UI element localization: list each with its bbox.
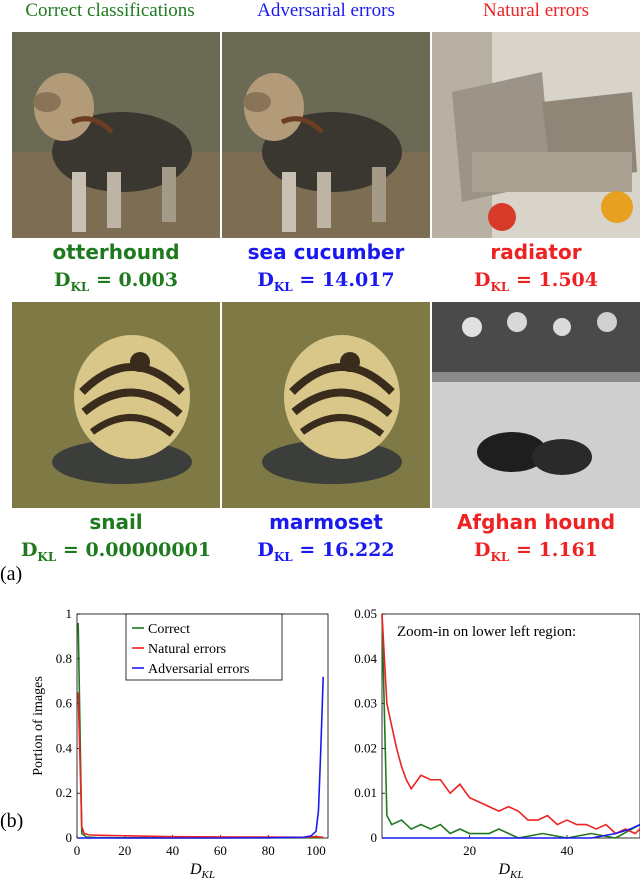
chart-1-ytick-label: 0.2 bbox=[56, 785, 72, 800]
snail-image-adversarial bbox=[222, 302, 430, 508]
chart-2-series-natural-errors bbox=[381, 613, 640, 835]
header-correct: Correct classifications bbox=[25, 0, 195, 21]
chart-1-ytick-label: 1 bbox=[66, 606, 73, 621]
chart-1-ytick-label: 0.8 bbox=[56, 651, 72, 666]
roosters-image-natural bbox=[432, 302, 640, 508]
chart-2-annotation: Zoom-in on lower left region: bbox=[397, 624, 576, 640]
legend-label: Natural errors bbox=[148, 642, 226, 657]
dkl-adversarial-2: DKL = 16.222 bbox=[257, 539, 395, 564]
chart-1-xtick-label: 0 bbox=[74, 843, 81, 858]
header-adversarial: Adversarial errors bbox=[257, 0, 395, 21]
chart-1-xtick-label: 20 bbox=[118, 843, 131, 858]
panel-label-b: (b) bbox=[0, 810, 24, 832]
snail-image-correct bbox=[12, 302, 220, 508]
label-correct-1: otterhound bbox=[52, 240, 180, 264]
chart-1-xtick-label: 40 bbox=[166, 843, 179, 858]
distribution-charts: 0 20 40 60 80 100 0 0.2 0.4 0.6 0.8 1 DKL 20 40 0 0.01 0.… bbox=[31, 606, 640, 880]
toy-plane-image-natural bbox=[432, 32, 640, 238]
legend-label: Correct bbox=[148, 622, 190, 637]
legend-label: Adversarial errors bbox=[148, 662, 249, 677]
chart-1-ylabel: Portion of images bbox=[31, 676, 46, 776]
chart-2-ytick-label: 0.04 bbox=[354, 651, 377, 666]
chart-1-xtick-label: 100 bbox=[306, 843, 326, 858]
dkl-correct-1: DKL = 0.003 bbox=[53, 269, 178, 294]
chart-1-ytick-label: 0.4 bbox=[56, 740, 73, 755]
label-adversarial-1: sea cucumber bbox=[247, 240, 405, 264]
chart-1-series-natural-errors bbox=[77, 692, 324, 839]
dog-image-adversarial bbox=[222, 32, 430, 238]
chart-2-ytick-label: 0.05 bbox=[354, 606, 377, 621]
chart-2-xlabel: DKL bbox=[497, 861, 523, 880]
chart-1-legend bbox=[125, 613, 283, 681]
chart-2-ytick-label: 0.02 bbox=[354, 740, 377, 755]
header-natural: Natural errors bbox=[482, 0, 590, 21]
chart-2-series-adversarial-errors bbox=[382, 823, 640, 839]
chart-2-ytick-label: 0 bbox=[371, 830, 378, 845]
dkl-natural-1: DKL = 1.504 bbox=[473, 269, 598, 294]
chart-1-ytick-label: 0.6 bbox=[56, 696, 73, 711]
chart-1-ytick-label: 0 bbox=[66, 830, 73, 845]
panel-label-a: (a) bbox=[0, 563, 23, 585]
label-adversarial-2: marmoset bbox=[269, 510, 383, 534]
label-natural-1: radiator bbox=[490, 240, 582, 264]
chart-1-xtick-label: 80 bbox=[262, 843, 275, 858]
chart-2-ytick-label: 0.03 bbox=[354, 696, 377, 711]
dkl-natural-2: DKL = 1.161 bbox=[473, 539, 598, 564]
chart-1-xtick-label: 60 bbox=[214, 843, 227, 858]
chart-2-xtick-label: 40 bbox=[560, 843, 573, 858]
chart-2-series-correct bbox=[381, 613, 640, 839]
dkl-correct-2: DKL = 0.00000001 bbox=[20, 539, 212, 564]
dog-image-correct bbox=[12, 32, 220, 238]
chart-2-frame bbox=[381, 613, 640, 839]
chart-2-xtick-label: 20 bbox=[463, 843, 476, 858]
chart-1-xlabel: DKL bbox=[189, 861, 215, 880]
chart-2-ytick-label: 0.01 bbox=[354, 785, 377, 800]
label-natural-2: Afghan hound bbox=[456, 510, 616, 534]
chart-1-series-adversarial-errors bbox=[78, 676, 325, 839]
label-correct-2: snail bbox=[89, 510, 143, 534]
dkl-adversarial-1: DKL = 14.017 bbox=[257, 269, 395, 294]
